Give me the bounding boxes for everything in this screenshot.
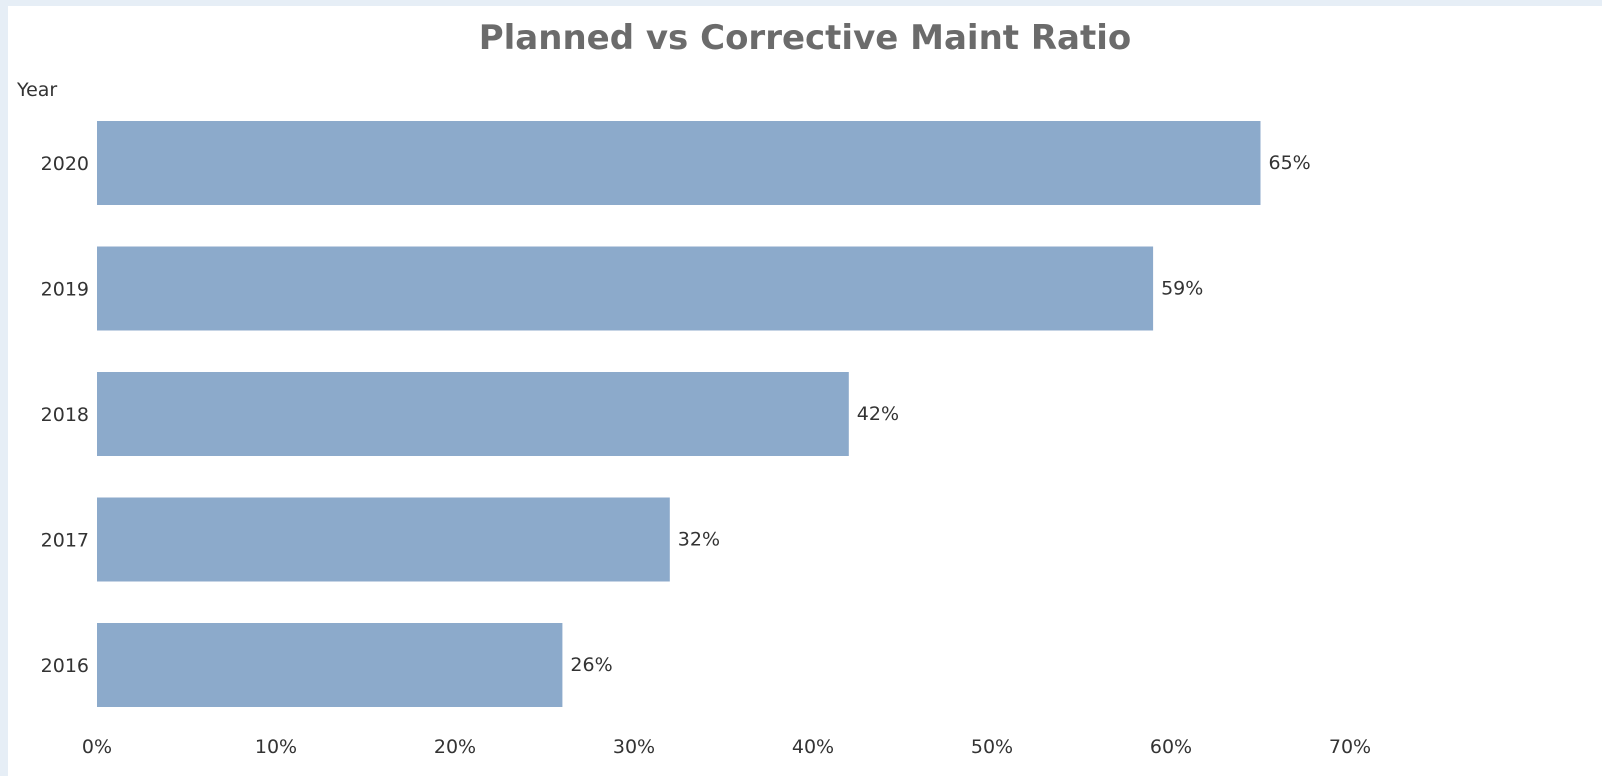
category-label-2016: 2016	[41, 655, 89, 677]
x-tick-label: 50%	[971, 736, 1013, 758]
bar-2018	[97, 372, 849, 456]
data-label-2018: 42%	[857, 403, 899, 425]
data-label-2020: 65%	[1269, 152, 1311, 174]
bar-2017	[97, 497, 670, 582]
category-label-2019: 2019	[41, 279, 89, 301]
x-tick-label: 0%	[82, 736, 112, 758]
bar-chart: 2020 65% 2019 59% 2018 42% 2017 32% 2016 26% 0% 10%…	[41, 121, 1371, 758]
chart-title: Planned vs Corrective Maint Ratio	[478, 18, 1132, 58]
category-label-2020: 2020	[41, 153, 89, 175]
bar-2019	[97, 246, 1154, 331]
bar-2016	[97, 623, 563, 707]
data-label-2016: 26%	[570, 654, 612, 676]
x-tick-label: 30%	[613, 736, 655, 758]
chart-panel: Planned vs Corrective Maint Ratio Year 2…	[8, 6, 1602, 776]
x-tick-label: 10%	[255, 736, 297, 758]
category-label-2017: 2017	[41, 530, 89, 552]
data-label-2017: 32%	[678, 529, 720, 551]
x-tick-label: 70%	[1329, 736, 1371, 758]
bar-2020	[97, 121, 1261, 205]
x-tick-label: 40%	[792, 736, 834, 758]
x-tick-label: 60%	[1150, 736, 1192, 758]
y-axis-label: Year	[17, 79, 58, 101]
category-label-2018: 2018	[41, 404, 89, 426]
x-tick-label: 20%	[434, 736, 476, 758]
data-label-2019: 59%	[1161, 278, 1203, 300]
